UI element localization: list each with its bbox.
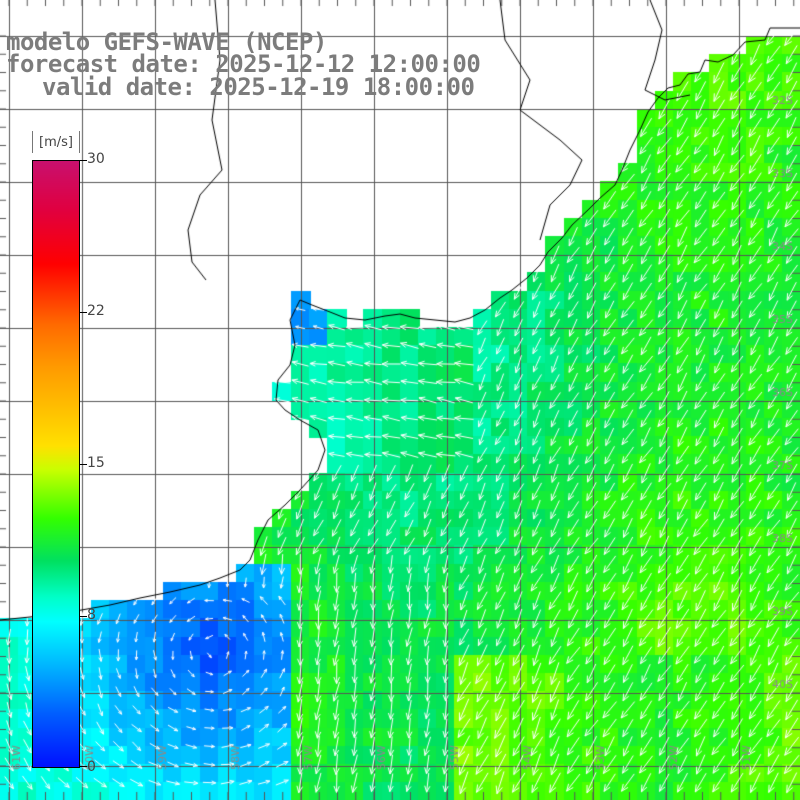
legend-tick-22: 22 (87, 303, 105, 319)
legend-tick-mark (79, 160, 87, 161)
legend-tick-mark (79, 312, 87, 313)
legend-tick-15: 15 (87, 455, 105, 471)
forecast-date: forecast date: 2025-12-12 12:00:00 (6, 50, 481, 78)
color-scale-bar (32, 160, 80, 768)
legend-tick-mark (79, 464, 87, 465)
legend-tick-mark (79, 616, 87, 617)
valid-date: valid date: 2025-12-19 18:00:00 (42, 73, 475, 101)
legend-tick-8: 8 (87, 607, 96, 623)
model-title: modelo GEFS-WAVE (NCEP) (6, 28, 327, 56)
legend-tick-30: 30 (87, 151, 105, 167)
legend-tick-0: 0 (87, 759, 96, 775)
legend-tick-mark (79, 766, 87, 767)
legend-unit-label: [m/s] (32, 131, 80, 153)
